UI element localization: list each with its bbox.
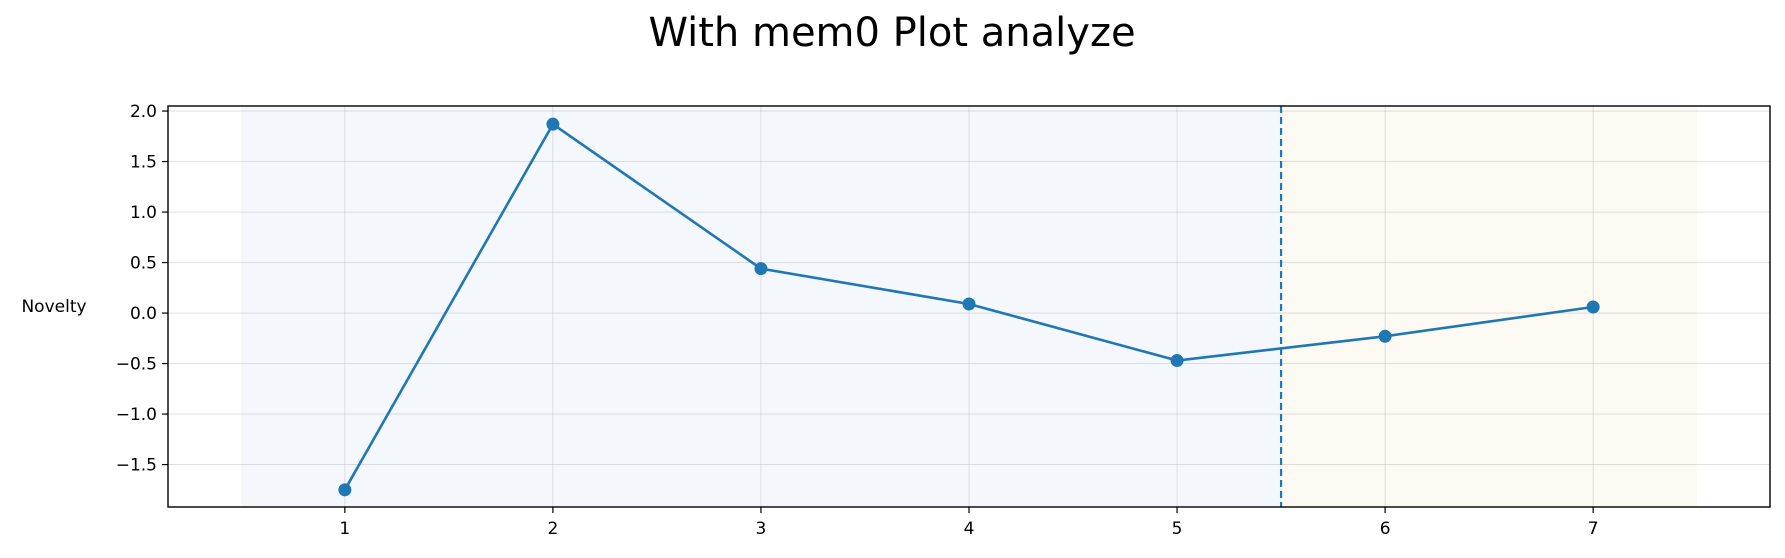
data-point-3	[754, 262, 768, 276]
y-tick-label-2: 1.5	[130, 153, 157, 173]
chart-title: With mem0 Plot analyze	[648, 10, 1135, 56]
plot-area: 1 2 3 4 5 6 7 2.0 1.5 1.0 0.5 0.0 −0.5 −1.0 −1.5	[116, 102, 1771, 539]
y-axis-label: Novelty	[21, 297, 86, 317]
x-tick-label-2: 2	[547, 519, 558, 539]
y-tick-label-6: −0.5	[116, 355, 157, 375]
shaded-region-2	[1281, 106, 1698, 507]
y-tick-label-1: 2.0	[130, 102, 157, 122]
y-tick-label-7: −1.0	[116, 405, 157, 425]
data-point-1	[338, 483, 352, 497]
data-point-2	[546, 117, 560, 131]
shaded-region-1	[240, 106, 1282, 507]
data-point-5	[1170, 354, 1184, 368]
x-tick-label-7: 7	[1588, 519, 1599, 539]
data-point-6	[1378, 329, 1392, 343]
y-tick-label-8: −1.5	[116, 456, 157, 476]
data-point-4	[962, 297, 976, 311]
y-tick-label-3: 1.0	[130, 203, 157, 223]
y-tick-label-4: 0.5	[130, 254, 157, 274]
x-tick-label-5: 5	[1172, 519, 1183, 539]
x-tick-label-6: 6	[1380, 519, 1391, 539]
x-tick-label-3: 3	[756, 519, 767, 539]
data-point-7	[1586, 300, 1600, 314]
x-tick-label-1: 1	[339, 519, 350, 539]
y-tick-label-5: 0.0	[130, 304, 157, 324]
x-tick-label-4: 4	[964, 519, 975, 539]
